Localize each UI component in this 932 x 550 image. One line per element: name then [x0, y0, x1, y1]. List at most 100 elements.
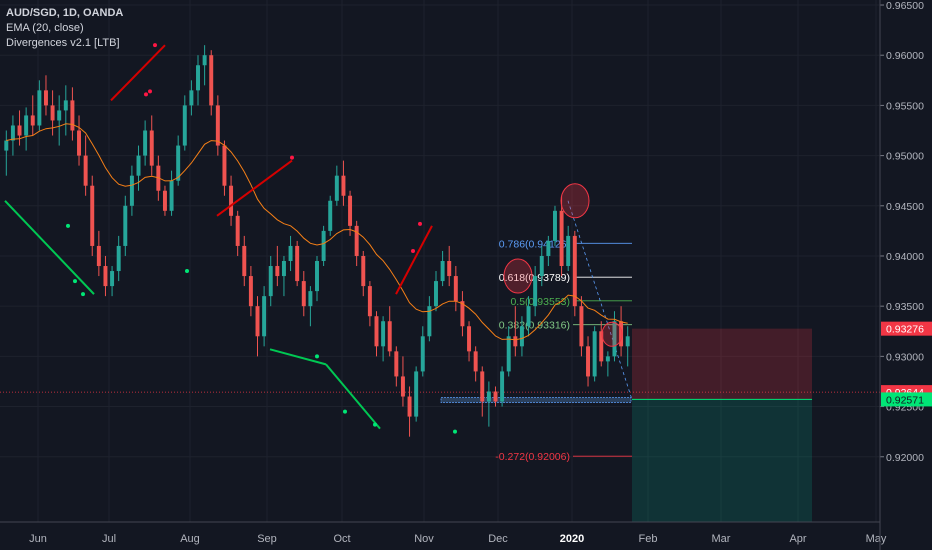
candle-body [539, 255, 544, 277]
divergence-marker [453, 429, 457, 434]
candle-body [493, 391, 498, 402]
candle-body [315, 261, 319, 292]
candle-body [500, 371, 505, 402]
candle-body [196, 65, 200, 91]
divergence-marker [144, 92, 148, 97]
price-badge [881, 392, 932, 407]
candle-body [169, 180, 174, 211]
candle-body [328, 200, 333, 231]
candle-body [136, 155, 141, 176]
divergence-line [216, 159, 293, 217]
divergence-marker [73, 279, 77, 284]
candle-body [295, 245, 300, 282]
candles-layer [4, 45, 630, 437]
ema-line [6, 123, 628, 341]
divergence-marker [290, 155, 294, 160]
time-tick-label: Dec [488, 533, 508, 545]
candle-body [30, 115, 35, 126]
candle-body [176, 145, 181, 181]
candle-body [552, 210, 557, 241]
divergence-marker [373, 422, 377, 427]
candle-body [394, 351, 399, 377]
highlight-circle [560, 183, 590, 219]
time-tick-label: Nov [414, 533, 434, 545]
time-tick-label: Feb [639, 533, 658, 545]
candle-body [420, 336, 425, 372]
candle-body [592, 331, 597, 377]
divergence-marker [185, 269, 189, 274]
candle-body [321, 230, 326, 261]
candle-body [90, 185, 95, 246]
candle-body [341, 175, 346, 196]
candle-body [579, 306, 584, 347]
stop-loss-zone [632, 328, 812, 400]
candle-body [129, 175, 134, 206]
candle-body [440, 261, 445, 282]
divergence-marker [148, 89, 152, 94]
time-tick-label: Apr [789, 533, 806, 545]
candle-body [381, 321, 386, 347]
candle-body [17, 125, 22, 136]
divergence-line [110, 44, 166, 102]
candle-body [189, 90, 194, 106]
candle-body [308, 291, 313, 307]
price-tick-label: 0.94500 [886, 201, 924, 213]
candle-body [486, 391, 491, 402]
time-tick-label: Aug [180, 533, 200, 545]
candle-body [182, 105, 187, 146]
price-tick-label: 0.95500 [886, 100, 924, 112]
candle-body [434, 281, 438, 307]
price-tick-label: 0.93500 [886, 301, 924, 313]
candle-body [275, 266, 280, 277]
candle-body [262, 296, 267, 337]
candle-body [123, 205, 128, 246]
candle-body [268, 266, 273, 297]
price-tick-label: 0.94000 [886, 251, 924, 263]
candle-body [83, 155, 88, 186]
fib-retracement-layer: 0.786(0.94126)0.618(0.93789)0.5(0.93553)… [495, 200, 633, 463]
candle-body [625, 336, 630, 347]
candle-body [63, 100, 68, 111]
fib-trend-line [567, 200, 633, 400]
fib-level-label: 0.786(0.94126) [499, 238, 570, 250]
grid-layer [0, 0, 880, 522]
price-tick-label: 0.96000 [886, 50, 924, 62]
fib-level-label: 0.382(0.93316) [499, 320, 570, 332]
candle-body [533, 276, 538, 307]
candle-body [619, 321, 624, 347]
candle-body [143, 130, 148, 156]
time-tick-label: Mar [712, 533, 731, 545]
candle-body [149, 130, 154, 166]
symbol-title[interactable]: AUD/SGD, 1D, OANDA [6, 7, 124, 19]
candle-body [559, 210, 564, 267]
time-tick-label: May [866, 533, 887, 545]
candle-body [37, 90, 42, 126]
divergence-indicator-label[interactable]: Divergences v2.1 [LTB] [6, 37, 120, 49]
highlight-circle [601, 321, 623, 347]
divergence-marker [153, 43, 157, 48]
divergence-line [395, 225, 433, 295]
candle-body [24, 115, 29, 136]
candle-body [348, 195, 353, 226]
time-tick-label: 2020 [560, 533, 584, 545]
candle-body [473, 351, 478, 372]
candle-body [467, 326, 472, 352]
divergence-marker [315, 354, 319, 359]
candle-body [235, 215, 240, 246]
candle-body [162, 190, 167, 211]
ema-indicator-label[interactable]: EMA (20, close) [6, 22, 84, 34]
candle-body [460, 301, 465, 327]
candle-body [572, 235, 577, 307]
fib-level-label: -0.272(0.92006) [495, 451, 570, 463]
candle-body [202, 55, 207, 66]
chart-legend: AUD/SGD, 1D, OANDA EMA (20, close) Diver… [6, 6, 123, 51]
candle-body [281, 261, 286, 277]
candle-body [242, 245, 247, 277]
divergence-marker [81, 292, 85, 297]
price-tick-label: 0.93000 [886, 351, 924, 363]
candle-body [566, 235, 571, 267]
